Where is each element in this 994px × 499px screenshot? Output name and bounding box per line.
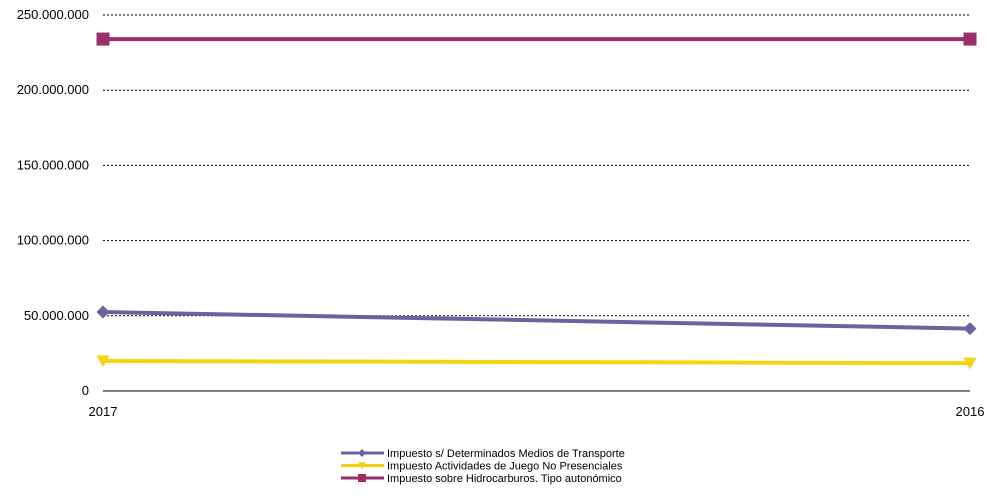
data-point — [963, 322, 977, 336]
series-layer — [96, 32, 977, 370]
gridlines — [103, 14, 970, 317]
x-tick-label: 2017 — [89, 404, 118, 419]
series-line — [102, 358, 971, 366]
series-line — [102, 310, 971, 331]
x-tick-label: 2016 — [956, 404, 985, 419]
legend-item: Impuesto s/ Determinados Medios de Trans… — [341, 448, 625, 460]
legend-marker — [358, 474, 366, 482]
y-tick-labels: 0 50.000.000 100.000.000 150.000.000 200.000… — [17, 7, 89, 398]
y-tick-label: 250.000.000 — [17, 7, 89, 22]
data-point — [963, 357, 977, 370]
legend-marker — [358, 449, 366, 457]
y-tick-label: 200.000.000 — [17, 82, 89, 97]
y-tick-label: 100.000.000 — [17, 233, 89, 248]
legend-label: Impuesto Actividades de Juego No Presenc… — [387, 461, 623, 473]
legend-item: Impuesto Actividades de Juego No Presenc… — [341, 461, 623, 473]
data-point — [96, 305, 110, 319]
data-point — [96, 32, 110, 46]
legend-label: Impuesto s/ Determinados Medios de Trans… — [387, 448, 625, 460]
y-tick-label: 0 — [82, 383, 89, 398]
series-impuesto-s-determinados-medios-de-transporte — [96, 305, 977, 336]
legend-marker — [358, 462, 366, 470]
data-point — [963, 32, 977, 46]
y-tick-label: 50.000.000 — [24, 308, 89, 323]
x-tick-labels: 2017 2016 — [89, 404, 985, 419]
series-impuesto-sobre-hidrocarburos-tipo-auton-mico — [96, 32, 977, 46]
legend: Impuesto s/ Determinados Medios de Trans… — [341, 448, 625, 485]
data-point — [96, 355, 110, 368]
y-tick-label: 150.000.000 — [17, 157, 89, 172]
series-impuesto-actividades-de-juego-no-presenciales — [96, 355, 977, 370]
legend-item: Impuesto sobre Hidrocarburos. Tipo auton… — [341, 473, 622, 485]
legend-label: Impuesto sobre Hidrocarburos. Tipo auton… — [387, 473, 622, 485]
